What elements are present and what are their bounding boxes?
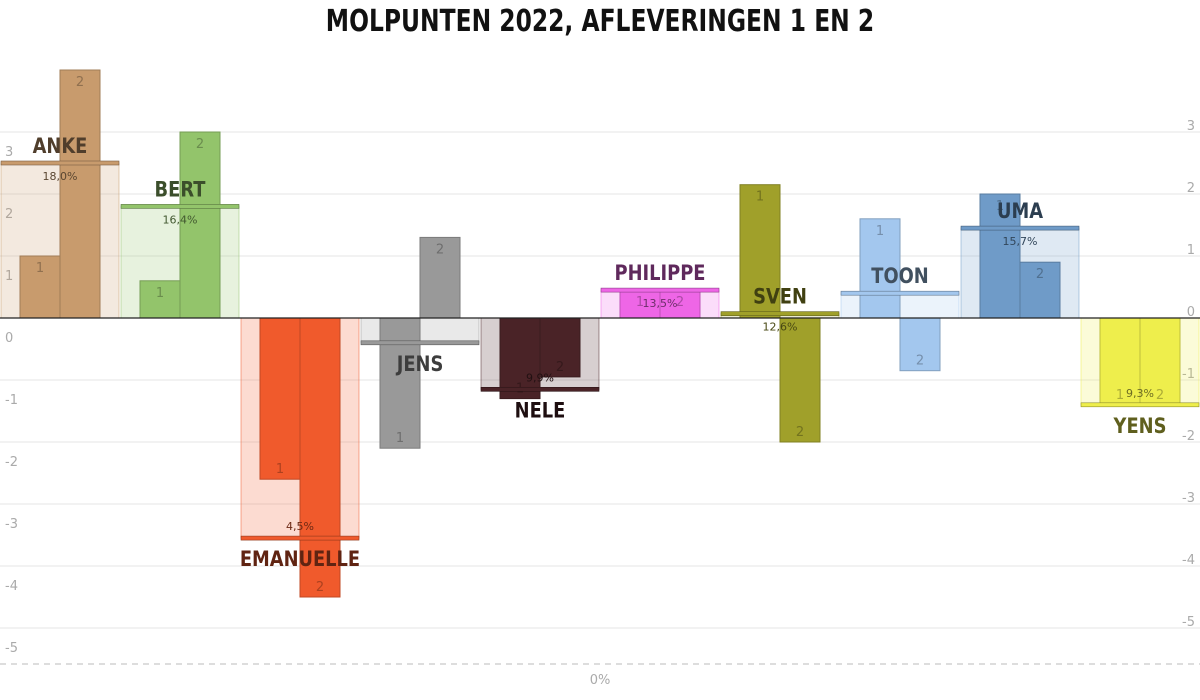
average-line	[480, 386, 600, 392]
episode-label: 2	[436, 242, 444, 257]
y-tick-label-right: 2	[1187, 181, 1195, 196]
episode-label: 2	[316, 580, 324, 595]
average-line	[960, 225, 1080, 231]
episode-label: 2	[796, 425, 804, 440]
average-line	[720, 311, 840, 316]
y-tick-label-right: -2	[1182, 429, 1195, 444]
episode-bar	[1099, 317, 1141, 406]
y-tick-label-right: 1	[1187, 243, 1195, 258]
episode-label: 1	[876, 224, 884, 239]
episode-bar	[739, 184, 781, 319]
average-line	[1080, 402, 1200, 408]
percent-label: 18,0%	[43, 170, 78, 183]
y-tick-label-left: -2	[5, 455, 18, 470]
y-tick-label-left: -1	[5, 393, 18, 408]
episode-label: 2	[1036, 267, 1044, 282]
percent-label: 16,4%	[163, 213, 198, 226]
candidate-name-label: YENS	[1113, 413, 1167, 438]
average-line	[0, 160, 120, 166]
y-tick-label-right: -3	[1182, 491, 1195, 506]
episode-label: 2	[916, 354, 924, 369]
average-line	[840, 290, 960, 296]
episode-label: 1	[36, 261, 44, 276]
episode-bar	[179, 131, 221, 319]
episode-bar	[259, 317, 301, 480]
episode-label: 1	[156, 286, 164, 301]
episode-bar	[1019, 261, 1061, 319]
episode-bar	[539, 317, 581, 378]
candidate-name-label: PHILIPPE	[615, 261, 706, 286]
y-tick-label-left: -3	[5, 517, 18, 532]
episode-bar	[979, 193, 1021, 319]
y-tick-label-right: 3	[1187, 119, 1195, 134]
percent-label: 9,3%	[1126, 387, 1154, 400]
episode-bar	[419, 236, 461, 319]
episode-label: 2	[676, 295, 684, 310]
y-tick-label-left: 2	[5, 207, 13, 222]
candidate-name-label: TOON	[871, 264, 928, 289]
episode-label: 2	[1156, 388, 1164, 403]
episode-bar	[139, 280, 181, 319]
candidate-name-label: SVEN	[753, 284, 807, 309]
episode-label: 1	[996, 199, 1004, 214]
y-tick-label-left: -5	[5, 641, 18, 656]
candidate-name-label: ANKE	[33, 134, 88, 159]
episode-label: 1	[636, 295, 644, 310]
average-line	[240, 535, 360, 541]
percent-label: 15,7%	[1003, 235, 1038, 248]
average-line	[600, 287, 720, 293]
y-tick-label-left: 0	[5, 331, 13, 346]
episode-bar	[499, 317, 541, 400]
percent-label: 12,6%	[763, 321, 798, 334]
episode-label: 2	[76, 75, 84, 90]
episode-bar	[379, 317, 421, 449]
y-tick-label-right: -1	[1182, 367, 1195, 382]
episode-bar	[299, 317, 341, 598]
episode-bar	[59, 69, 101, 319]
candidate-name-label: UMA	[997, 199, 1043, 224]
percent-label: 9,9%	[526, 371, 554, 384]
episode-label: 1	[276, 462, 284, 477]
y-tick-label-right: 0	[1187, 305, 1195, 320]
episode-bar	[899, 317, 941, 372]
episode-bar	[779, 317, 821, 443]
percent-label: 4,5%	[286, 520, 314, 533]
episode-bar	[1139, 317, 1181, 406]
bottom-percent-label: 0%	[590, 673, 611, 688]
y-tick-label-left: 3	[5, 145, 13, 160]
episode-label: 2	[556, 360, 564, 375]
y-tick-label-right: -5	[1182, 615, 1195, 630]
average-line	[120, 204, 240, 209]
average-line	[360, 340, 480, 346]
episode-bar	[659, 289, 701, 319]
candidate-name-label: NELE	[515, 398, 566, 423]
candidate-name-label: EMANUELLE	[240, 547, 360, 572]
episode-label: 1	[1116, 388, 1124, 403]
episode-label: 2	[196, 137, 204, 152]
y-tick-label-left: 1	[5, 269, 13, 284]
candidate-name-label: JENS	[395, 351, 443, 376]
percent-label: 13,5%	[643, 297, 678, 310]
y-tick-label-right: -4	[1182, 553, 1195, 568]
y-tick-label-left: -4	[5, 579, 18, 594]
chart-title: MOLPUNTEN 2022, AFLEVERINGEN 1 EN 2	[325, 4, 875, 39]
episode-label: 1	[756, 190, 764, 205]
candidate-name-label: BERT	[155, 177, 207, 202]
episode-label: 1	[396, 431, 404, 446]
